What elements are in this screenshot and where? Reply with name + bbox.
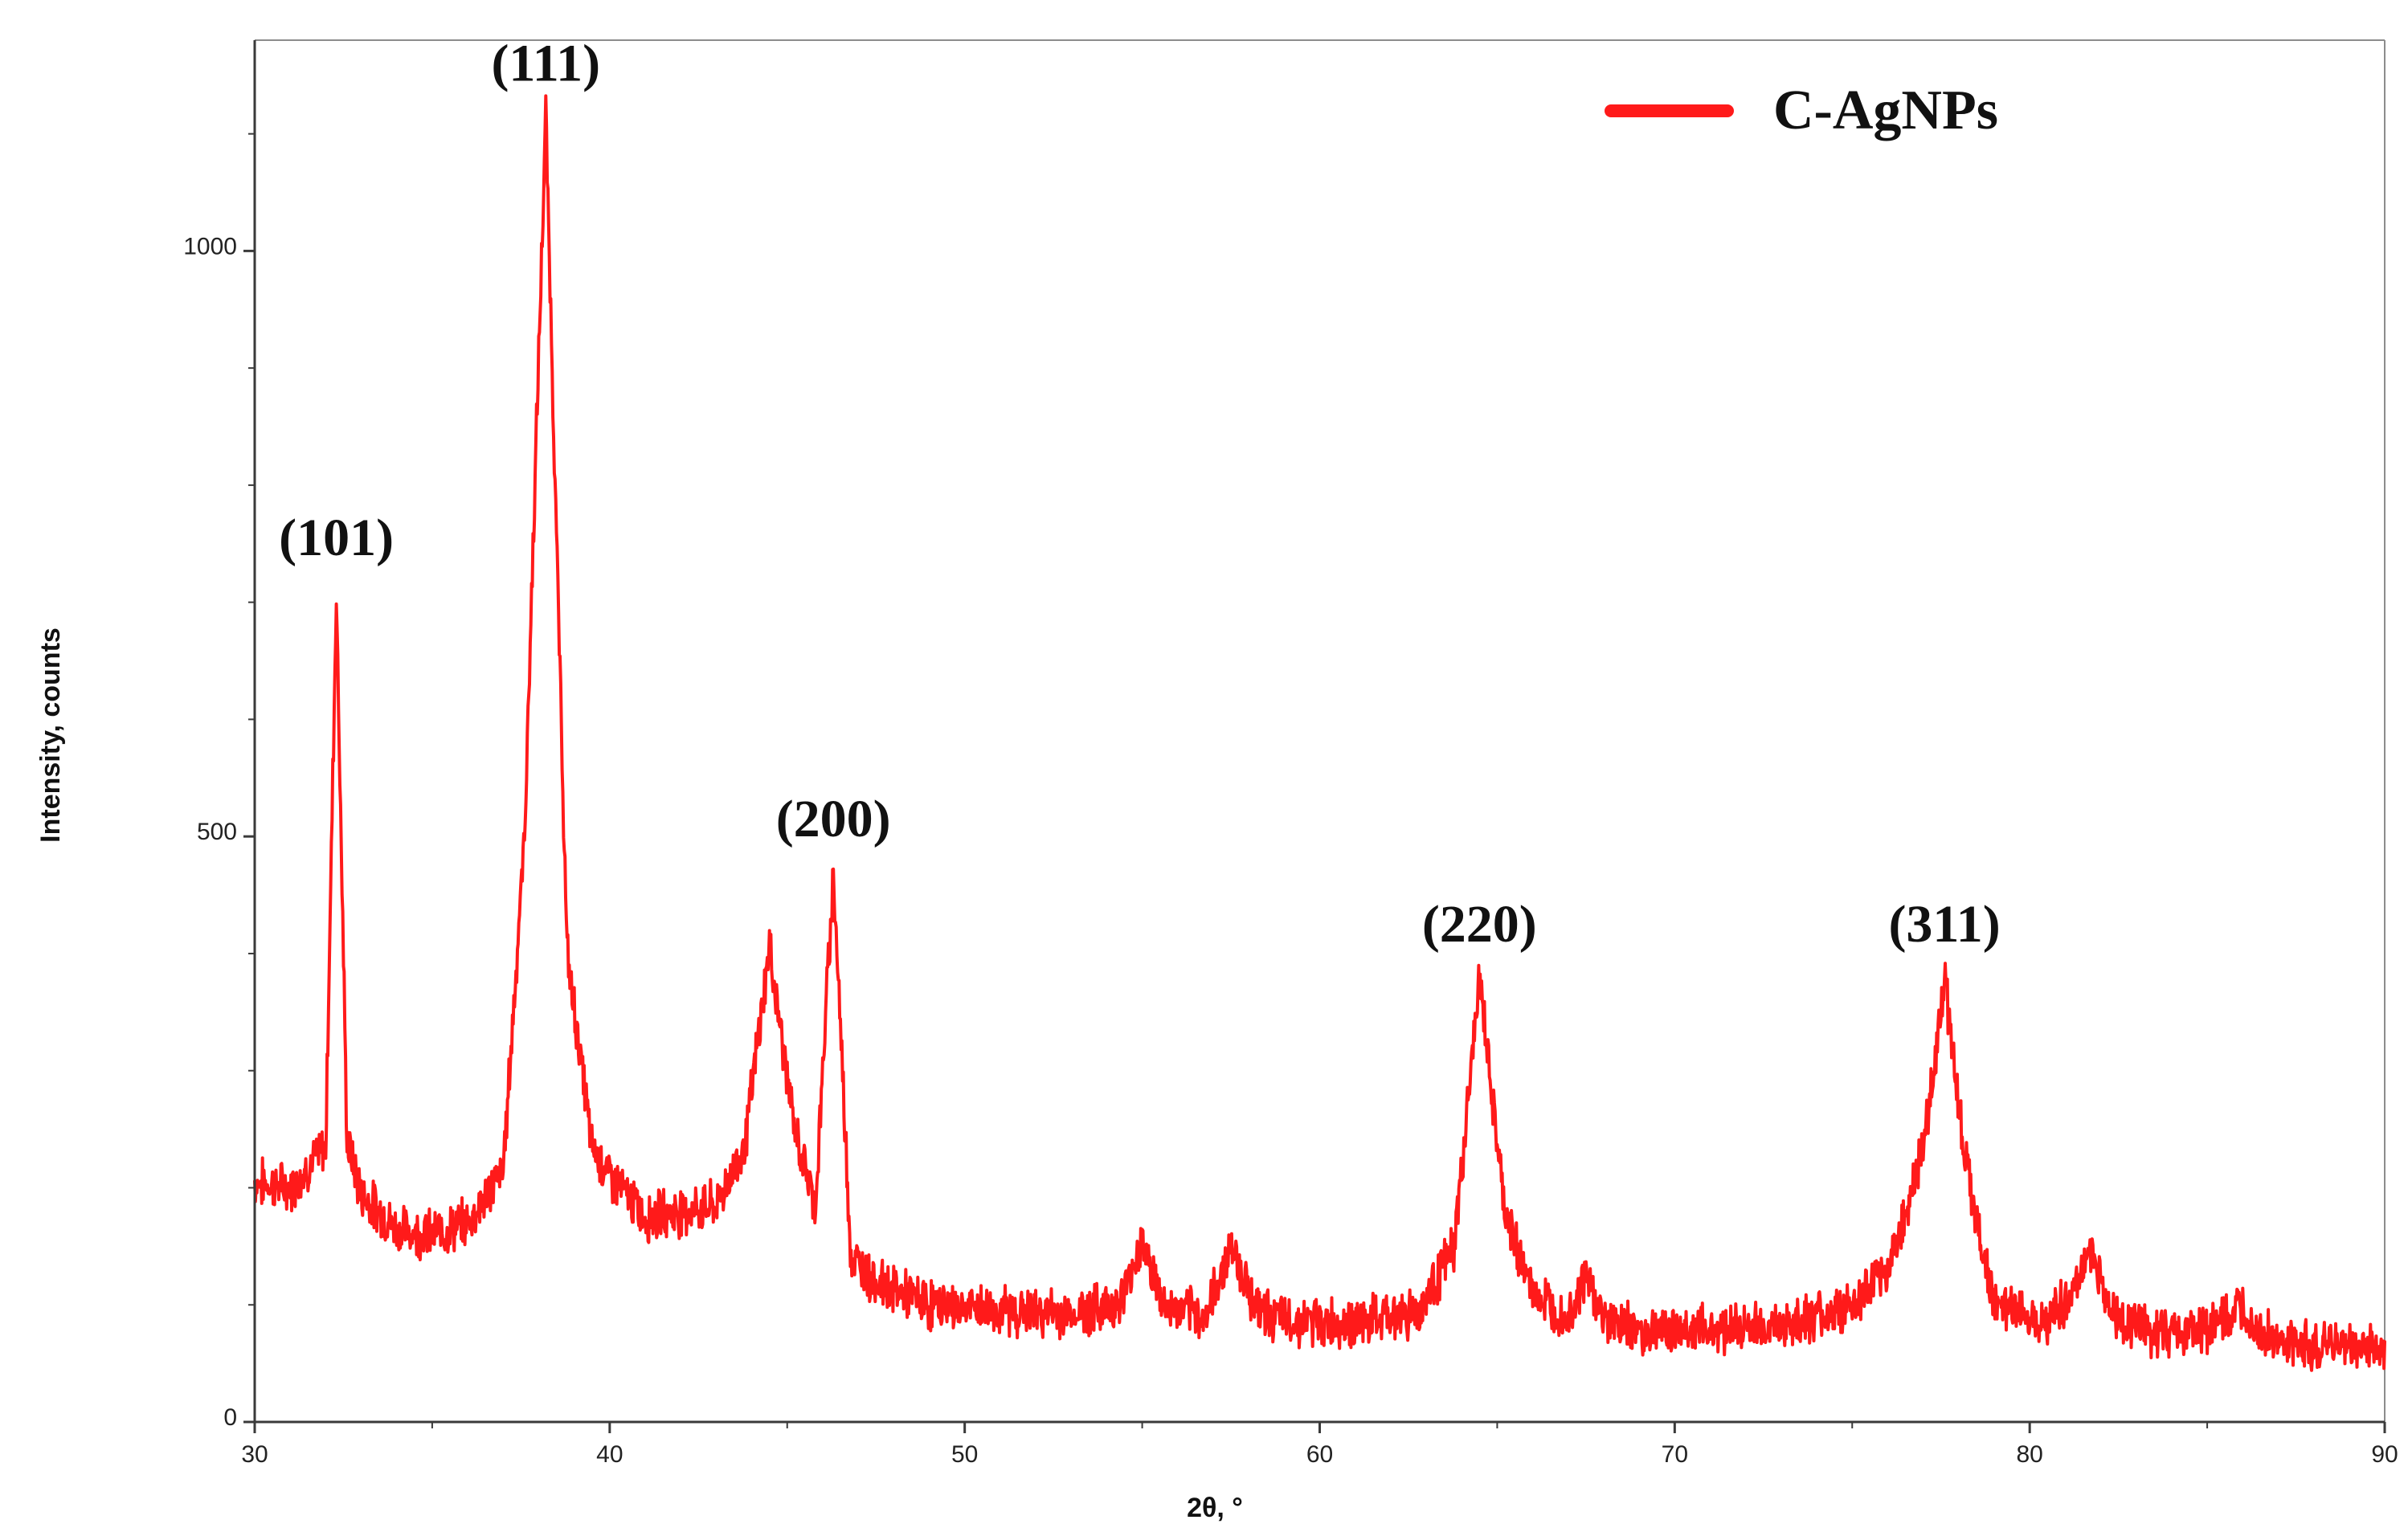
plot-frame <box>255 39 2386 1422</box>
x-tick-label: 70 <box>1662 1441 1688 1468</box>
y-tick-label: 500 <box>197 819 237 845</box>
peak-label: (200) <box>776 790 891 848</box>
y-ticks: 0 500 1000 <box>183 133 255 1431</box>
peak-label: (220) <box>1422 895 1537 954</box>
series-line-c-agnps <box>253 94 2386 1372</box>
x-ticks: 30 40 50 60 70 80 90 <box>241 1422 2398 1468</box>
legend-label-c-agnps: C-AgNPs <box>1773 80 1998 141</box>
x-tick-label: 30 <box>241 1441 268 1468</box>
x-tick-label: 40 <box>596 1441 623 1468</box>
y-tick-label: 0 <box>223 1404 237 1431</box>
peak-label: (311) <box>1888 895 2000 954</box>
x-axis-title: 2θ, ° <box>1187 1493 1243 1523</box>
x-tick-label: 60 <box>1306 1441 1333 1468</box>
y-tick-label: 1000 <box>183 233 237 259</box>
x-tick-label: 90 <box>2371 1441 2398 1468</box>
peak-label: (111) <box>491 35 600 93</box>
x-tick-label: 80 <box>2016 1441 2042 1468</box>
y-axis-title: Intensity, counts <box>35 627 66 843</box>
annotation-layer: (101) (111) (200) (220) (311) <box>279 35 2001 954</box>
peak-label: (101) <box>279 509 394 567</box>
legend: C-AgNPs <box>1605 80 1998 141</box>
series-layer <box>253 94 2386 1372</box>
x-tick-label: 50 <box>951 1441 978 1468</box>
